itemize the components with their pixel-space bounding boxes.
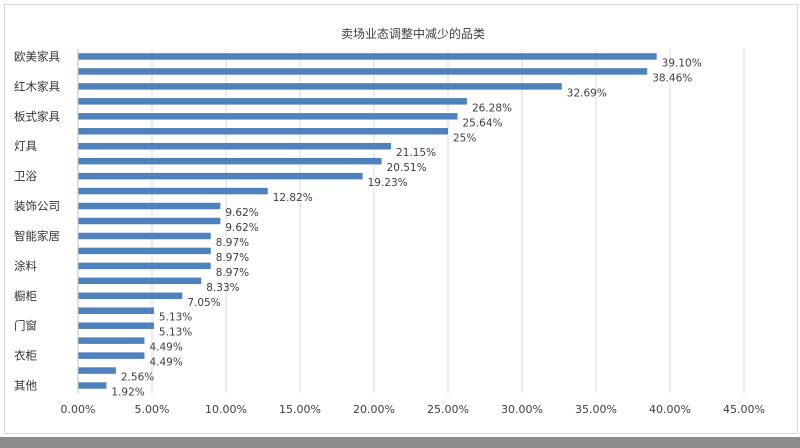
x-tick-label: 20.00% <box>353 403 395 416</box>
bar <box>78 307 154 314</box>
chart-title: 卖场业态调整中减少的品类 <box>341 26 485 41</box>
bar <box>78 382 107 389</box>
data-label: 38.46% <box>652 72 692 84</box>
bars <box>78 53 657 389</box>
bar <box>78 157 382 165</box>
data-label: 25% <box>453 132 476 144</box>
x-tick-label: 45.00% <box>723 403 765 416</box>
x-tick-label: 35.00% <box>575 403 617 416</box>
data-label: 4.49% <box>149 342 182 354</box>
data-label: 25.64% <box>462 117 502 129</box>
window-bottom-edge <box>0 437 800 448</box>
category-label: 装饰公司 <box>14 199 60 213</box>
x-tick-label: 10.00% <box>205 403 247 416</box>
data-label: 2.56% <box>121 372 154 384</box>
bar <box>78 247 211 255</box>
bar <box>78 113 458 120</box>
category-label: 橱柜 <box>14 289 37 303</box>
bar <box>78 217 221 225</box>
bar <box>78 322 154 329</box>
data-label: 26.28% <box>472 102 512 114</box>
bar <box>78 202 221 210</box>
data-labels: 39.10% 38.46% 32.69% 26.28% 25.64% 25% 21.15% 2… <box>111 57 701 398</box>
data-label: 5.13% <box>159 327 192 339</box>
x-tick-label: 5.00% <box>135 403 170 416</box>
category-label: 其他 <box>14 379 37 393</box>
gridlines <box>77 49 745 393</box>
category-label: 欧美家具 <box>14 49 60 63</box>
bar <box>78 232 211 240</box>
bar <box>78 292 183 300</box>
data-label: 1.92% <box>111 387 144 399</box>
data-label: 12.82% <box>273 192 313 204</box>
category-label: 智能家居 <box>14 229 60 243</box>
data-label: 9.62% <box>225 207 258 219</box>
data-label: 20.51% <box>387 162 427 174</box>
bar <box>78 352 145 359</box>
bar <box>78 98 467 105</box>
data-label: 9.62% <box>225 222 258 234</box>
x-tick-label: 15.00% <box>279 403 321 416</box>
category-label: 卫浴 <box>14 169 37 183</box>
bar <box>78 172 363 180</box>
data-label: 7.05% <box>187 297 220 309</box>
data-label: 8.97% <box>216 252 249 264</box>
x-tick-label: 30.00% <box>501 403 543 416</box>
bar <box>78 68 648 75</box>
x-tick-label: 25.00% <box>427 403 469 416</box>
category-label: 衣柜 <box>14 349 37 363</box>
bar <box>78 262 211 270</box>
x-tick-label: 0.00% <box>61 403 96 416</box>
data-label: 19.23% <box>368 177 408 189</box>
category-label: 板式家具 <box>14 109 60 123</box>
bar <box>78 83 562 90</box>
bar <box>78 367 116 374</box>
bar <box>78 337 145 344</box>
data-label: 8.33% <box>206 282 239 294</box>
category-label: 涂料 <box>14 259 37 273</box>
data-label: 8.97% <box>216 267 249 279</box>
bar <box>78 142 392 150</box>
bar <box>78 277 202 285</box>
category-label: 门窗 <box>14 319 37 333</box>
bar <box>78 53 657 60</box>
x-axis-tick-labels: 0.00% 5.00% 10.00% 15.00% 20.00% 25.00% 30.00%… <box>61 403 765 416</box>
data-label: 4.49% <box>149 357 182 369</box>
x-tick-label: 40.00% <box>649 403 691 416</box>
data-label: 39.10% <box>662 57 702 69</box>
bar <box>78 128 448 135</box>
bar <box>78 187 268 195</box>
category-label: 灯具 <box>14 139 37 153</box>
data-label: 32.69% <box>567 87 607 99</box>
category-label: 红木家具 <box>14 79 60 93</box>
data-label: 5.13% <box>159 312 192 324</box>
data-label: 21.15% <box>396 147 436 159</box>
data-label: 8.97% <box>216 237 249 249</box>
